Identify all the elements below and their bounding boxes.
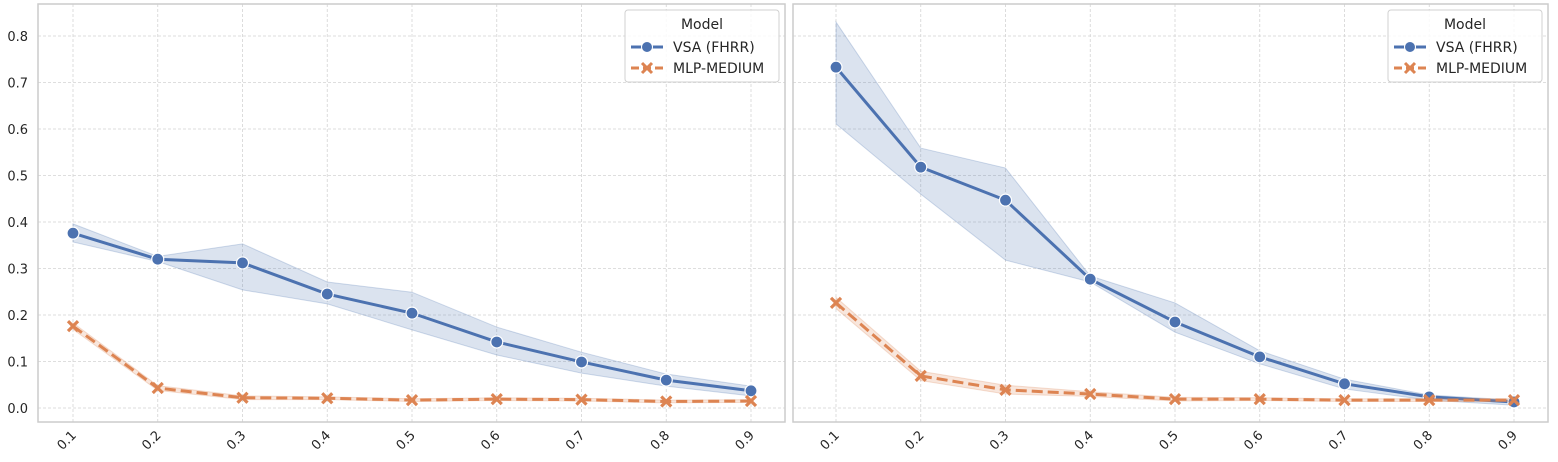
legend-label: VSA (FHRR) <box>1436 40 1518 56</box>
data-point <box>829 60 843 74</box>
data-point <box>829 296 843 310</box>
data-point <box>744 384 758 398</box>
x-tick-label: 0.2 <box>139 428 164 453</box>
data-point <box>405 393 419 407</box>
data-point <box>236 391 249 404</box>
y-tick-label: 0.1 <box>7 356 28 371</box>
y-tick-label: 0.5 <box>7 170 28 185</box>
data-point <box>575 393 588 406</box>
data-point <box>1083 272 1097 286</box>
x-tick-label: 0.6 <box>478 428 503 453</box>
panel-1: 0.0 0.1 0.2 0.3 0.4 0.5 0.6 0.7 0.8 0.1 0.2 0.3 0.4 0… <box>7 3 786 453</box>
x-tick-label: 0.6 <box>1241 428 1266 453</box>
x-tick-label: 0.8 <box>648 428 673 453</box>
legend-title: Model <box>681 17 723 33</box>
data-point <box>66 320 80 333</box>
x-tick-label: 0.8 <box>1411 428 1436 453</box>
axes-frame <box>37 3 786 423</box>
x-tick-label: 0.7 <box>563 428 588 453</box>
series-line <box>835 301 1514 402</box>
data-point <box>321 392 334 405</box>
data-point <box>914 369 927 383</box>
y-tick-label: 0.6 <box>7 123 28 138</box>
data-point <box>320 287 334 301</box>
legend-box <box>624 9 780 83</box>
y-tick-label: 0.8 <box>7 30 28 45</box>
data-point <box>235 256 250 270</box>
data-point <box>999 383 1012 396</box>
data-point <box>1423 393 1436 407</box>
legend-marker <box>640 61 654 75</box>
legend-title: Model <box>1444 17 1486 33</box>
legend: Model VSA (FHRR) MLP-MEDIUM <box>624 9 780 83</box>
legend-label: MLP-MEDIUM <box>1436 61 1527 77</box>
x-tick-label: 0.4 <box>309 428 334 453</box>
data-point <box>1168 315 1182 329</box>
data-point <box>1168 393 1182 406</box>
data-point <box>914 160 928 174</box>
x-tick-label: 0.2 <box>902 428 927 453</box>
legend-label: VSA (FHRR) <box>673 40 755 56</box>
y-tick-label: 0.7 <box>7 77 28 92</box>
data-point <box>66 226 80 240</box>
data-point <box>151 381 164 395</box>
x-tick-label: 0.5 <box>394 428 419 453</box>
data-point <box>1507 393 1521 407</box>
x-tick-label: 0.5 <box>1157 428 1182 453</box>
legend-box <box>1387 9 1543 83</box>
x-tick-label: 0.7 <box>1326 428 1351 453</box>
panel-2: 0.1 0.2 0.3 0.4 0.5 0.6 0.7 0.8 0.9 Model VSA (FHR… <box>792 3 1549 453</box>
data-point <box>490 393 503 406</box>
data-point <box>490 335 504 349</box>
data-point <box>1084 387 1097 401</box>
legend-marker <box>641 41 653 53</box>
data-point <box>1253 393 1266 406</box>
data-point <box>1253 350 1267 364</box>
axes-frame <box>792 3 1549 423</box>
data-point <box>405 306 419 320</box>
legend-marker <box>1404 41 1416 53</box>
x-tick-label: 0.9 <box>1496 428 1521 453</box>
x-tick-label: 0.3 <box>224 428 249 453</box>
data-point <box>744 394 758 408</box>
data-point <box>660 395 673 408</box>
legend-marker <box>1403 61 1417 75</box>
data-point <box>1338 393 1351 407</box>
legend-label: MLP-MEDIUM <box>673 61 764 77</box>
data-point <box>1337 377 1352 391</box>
data-point <box>574 355 589 369</box>
y-tick-label: 0.0 <box>7 402 28 417</box>
x-tick-label: 0.4 <box>1072 428 1097 453</box>
x-tick-label: 0.9 <box>733 428 758 453</box>
x-tick-label: 0.3 <box>987 428 1012 453</box>
data-point <box>998 193 1013 207</box>
data-point <box>151 252 165 266</box>
x-tick-label: 0.1 <box>55 428 80 453</box>
data-point <box>659 373 673 387</box>
y-tick-label: 0.3 <box>7 263 28 278</box>
x-tick-label: 0.1 <box>818 428 843 453</box>
y-tick-label: 0.2 <box>7 309 28 324</box>
legend: Model VSA (FHRR) MLP-MEDIUM <box>1387 9 1543 83</box>
y-tick-label: 0.4 <box>7 216 28 231</box>
